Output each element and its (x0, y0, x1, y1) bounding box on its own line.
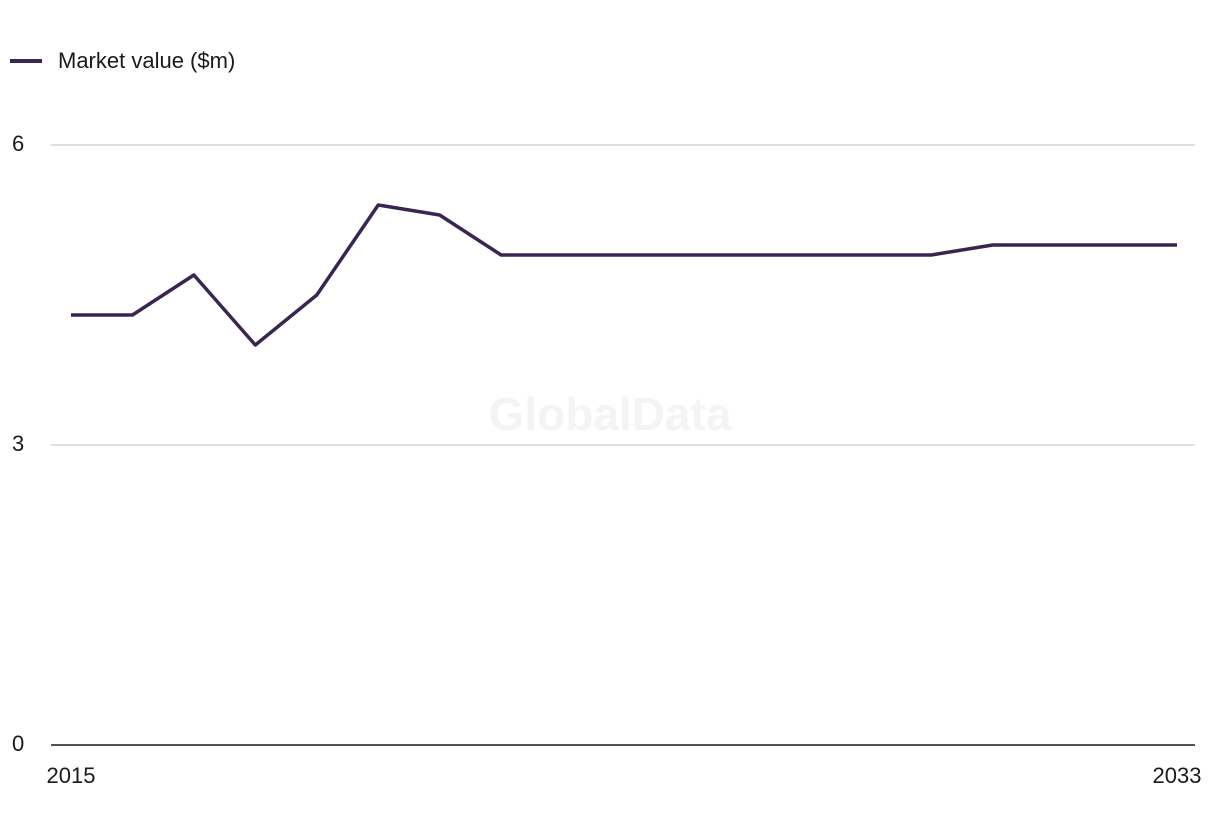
legend-label: Market value ($m) (58, 48, 235, 73)
x-tick-label: 2033 (1153, 763, 1202, 788)
watermark: GlobalData (489, 388, 732, 440)
data-line (71, 203, 1177, 347)
y-tick-label: 0 (12, 731, 24, 756)
y-tick-label: 3 (12, 431, 24, 456)
y-tick-label: 6 (12, 131, 24, 156)
x-tick-label: 2015 (47, 763, 96, 788)
